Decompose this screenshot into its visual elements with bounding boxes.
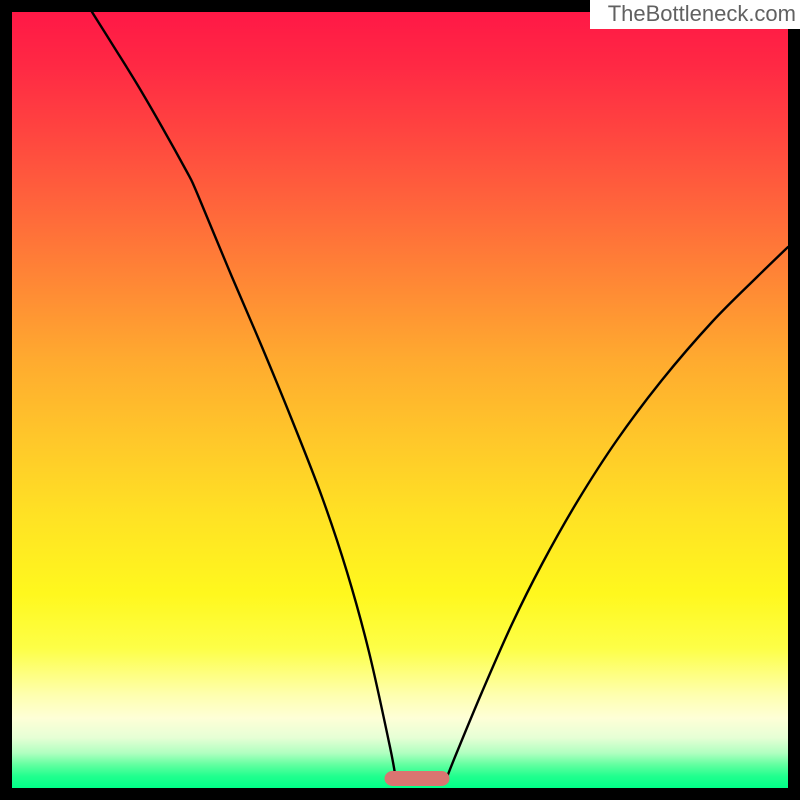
gradient-background (12, 12, 788, 788)
plot-area (12, 12, 788, 788)
watermark-text: TheBottleneck.com (590, 0, 800, 29)
chart-svg (12, 12, 788, 788)
bottom-marker (385, 771, 450, 786)
